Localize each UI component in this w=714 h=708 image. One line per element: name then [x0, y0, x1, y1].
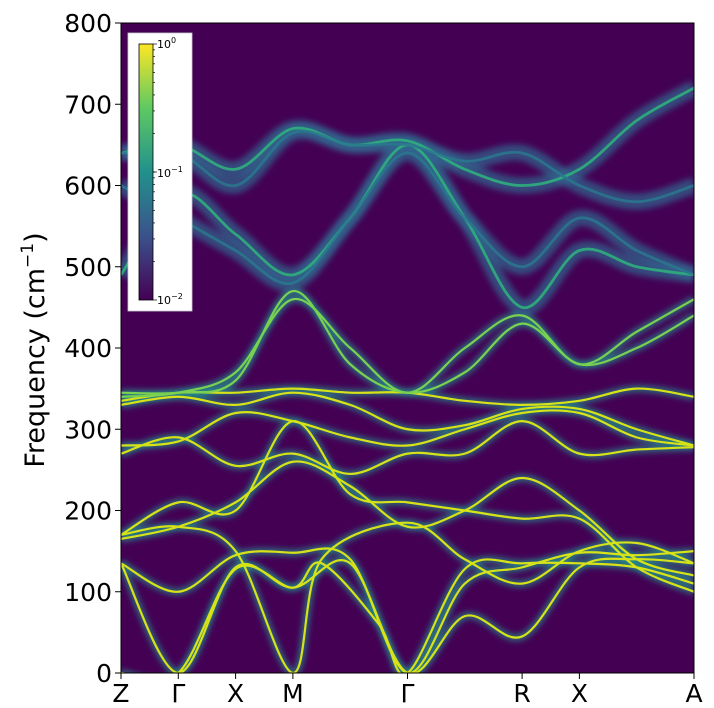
colorbar: 100 10−1 10−2: [127, 32, 193, 312]
x-tick-label: X: [571, 679, 588, 708]
y-tick-label: 400: [64, 334, 112, 363]
x-tick-label: Γ: [171, 679, 185, 708]
phonon-band-6: [121, 420, 694, 593]
x-tick-label: R: [513, 679, 530, 708]
x-tick-label: M: [282, 679, 304, 708]
y-tick-label: 700: [64, 90, 112, 119]
phonon-band-15: [121, 129, 694, 204]
colorbar-label-mid: 10−1: [157, 165, 183, 180]
phonon-band-16: [121, 151, 694, 286]
y-tick-label: 0: [96, 659, 112, 688]
y-axis-label: Frequency (cm−1): [18, 232, 51, 467]
y-tick-label: 600: [64, 172, 112, 201]
x-tick-label: Γ: [401, 679, 415, 708]
phonon-band-8: [121, 409, 694, 447]
phonon-band-12: [121, 290, 694, 395]
colorbar-gradient: [138, 43, 154, 301]
y-axis-label-superscript: −1: [18, 243, 38, 268]
y-tick-label: 100: [64, 578, 112, 607]
y-tick-label: 800: [64, 9, 112, 38]
phonon-band-9: [121, 391, 694, 447]
bands-layer: [121, 86, 694, 673]
phonon-band-14: [121, 86, 694, 187]
colorbar-ticks: [153, 43, 157, 301]
colorbar-label-bottom: 10−2: [157, 292, 183, 307]
x-tick-label: Z: [112, 679, 129, 708]
y-axis: 0 100 200 300 400 500 600 700 800: [64, 9, 121, 688]
y-tick-label: 300: [64, 415, 112, 444]
phonon-band-5: [121, 460, 694, 577]
x-tick-label: X: [227, 679, 244, 708]
y-tick-label: 200: [64, 497, 112, 526]
colorbar-label-top: 100: [157, 36, 176, 51]
y-tick-label: 500: [64, 253, 112, 282]
phonon-band-4: [121, 521, 694, 673]
phonon-band-7: [121, 420, 694, 476]
x-tick-label: A: [685, 679, 702, 708]
